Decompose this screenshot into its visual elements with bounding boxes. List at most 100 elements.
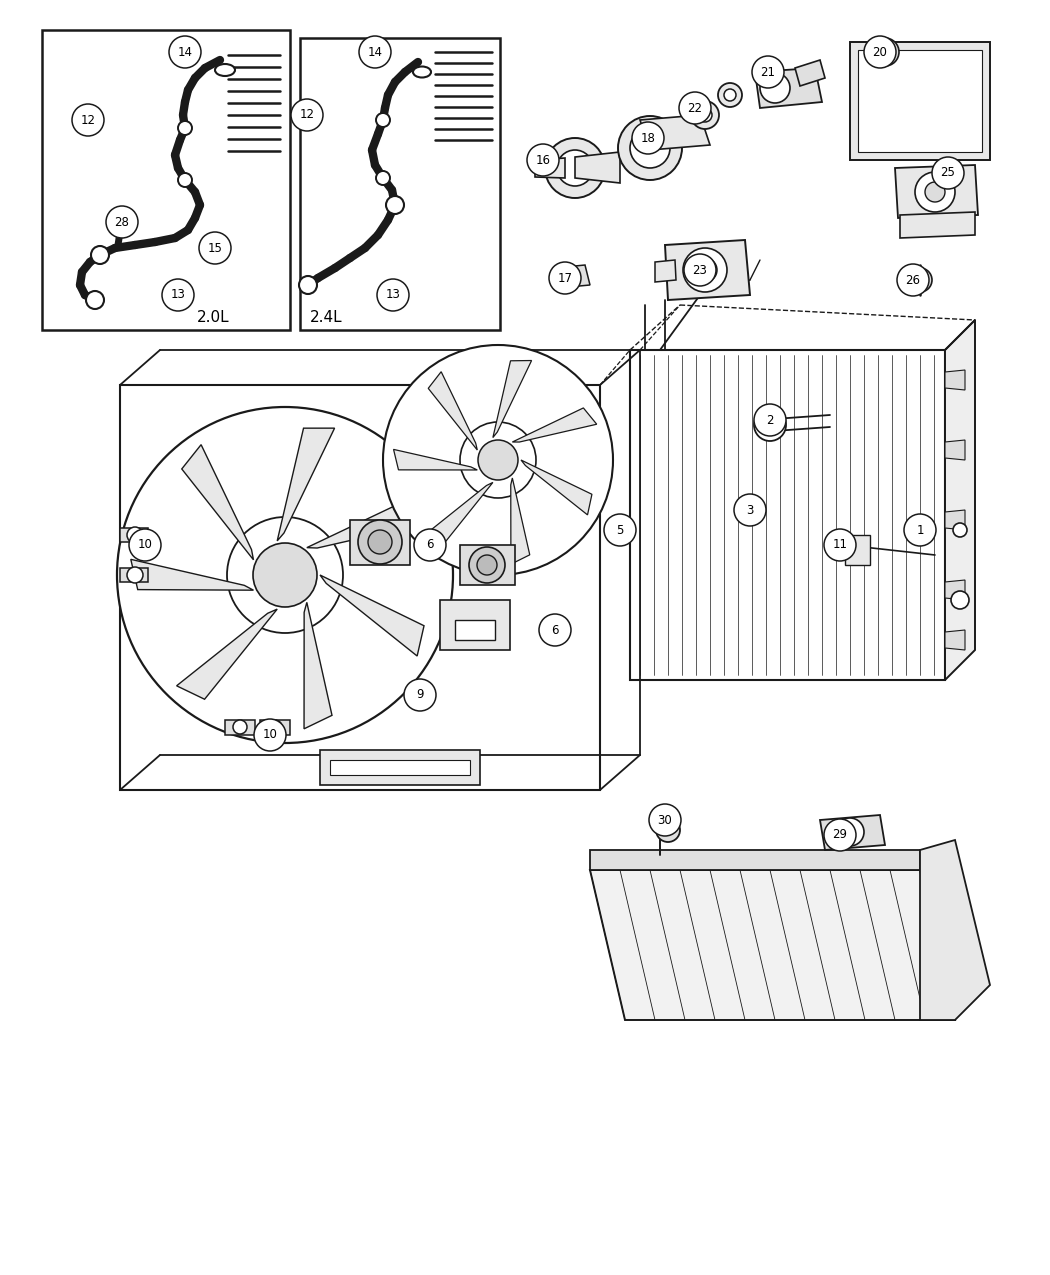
Polygon shape	[845, 536, 870, 565]
Polygon shape	[440, 601, 510, 650]
Circle shape	[386, 196, 404, 214]
Circle shape	[752, 56, 784, 88]
Circle shape	[291, 99, 323, 131]
Text: 13: 13	[170, 288, 186, 301]
Polygon shape	[42, 31, 290, 330]
Polygon shape	[182, 445, 253, 560]
Circle shape	[376, 171, 390, 185]
Text: 9: 9	[416, 688, 424, 701]
Text: 3: 3	[747, 504, 754, 516]
Circle shape	[632, 122, 664, 154]
Circle shape	[129, 529, 161, 561]
Polygon shape	[300, 38, 500, 330]
Circle shape	[556, 150, 593, 186]
Circle shape	[268, 720, 282, 734]
Text: 20: 20	[873, 46, 887, 59]
Polygon shape	[900, 212, 975, 238]
Polygon shape	[536, 158, 565, 178]
Circle shape	[91, 246, 109, 264]
Circle shape	[760, 73, 790, 103]
Polygon shape	[350, 520, 410, 565]
Polygon shape	[455, 620, 495, 640]
Polygon shape	[575, 152, 620, 184]
Text: 17: 17	[558, 272, 572, 284]
Ellipse shape	[215, 64, 235, 76]
Polygon shape	[120, 385, 600, 790]
Circle shape	[693, 258, 717, 282]
Circle shape	[169, 36, 201, 68]
Circle shape	[953, 523, 967, 537]
Circle shape	[127, 567, 143, 583]
Text: 2: 2	[766, 413, 774, 427]
Text: 6: 6	[551, 623, 559, 636]
Polygon shape	[512, 408, 596, 442]
Text: 5: 5	[616, 524, 624, 537]
Circle shape	[162, 279, 194, 311]
Circle shape	[724, 89, 736, 101]
Polygon shape	[320, 750, 480, 785]
Ellipse shape	[413, 66, 430, 78]
Circle shape	[376, 113, 390, 128]
Text: 18: 18	[640, 131, 655, 144]
Polygon shape	[330, 760, 470, 775]
Polygon shape	[555, 265, 590, 288]
Circle shape	[527, 144, 559, 176]
Circle shape	[383, 346, 613, 575]
Polygon shape	[850, 42, 990, 159]
Circle shape	[904, 514, 936, 546]
Text: 21: 21	[760, 65, 776, 79]
Circle shape	[698, 108, 712, 122]
Circle shape	[824, 819, 856, 850]
Circle shape	[691, 101, 719, 129]
Polygon shape	[590, 870, 956, 1020]
Text: 23: 23	[693, 264, 708, 277]
Polygon shape	[225, 720, 255, 734]
Polygon shape	[755, 68, 822, 108]
Text: 16: 16	[536, 153, 550, 167]
Polygon shape	[492, 361, 531, 437]
Circle shape	[682, 249, 727, 292]
Circle shape	[178, 121, 192, 135]
Polygon shape	[120, 567, 148, 581]
Circle shape	[178, 173, 192, 187]
Circle shape	[469, 547, 505, 583]
Polygon shape	[945, 580, 965, 601]
Circle shape	[106, 207, 138, 238]
Circle shape	[227, 516, 343, 632]
Polygon shape	[795, 60, 825, 85]
Polygon shape	[304, 602, 332, 729]
Circle shape	[368, 530, 392, 555]
Text: 10: 10	[138, 538, 152, 552]
Circle shape	[414, 529, 446, 561]
Circle shape	[404, 680, 436, 711]
Polygon shape	[590, 850, 920, 870]
Text: 6: 6	[426, 538, 434, 552]
Polygon shape	[428, 372, 478, 450]
Polygon shape	[260, 720, 290, 734]
Polygon shape	[307, 499, 430, 548]
Circle shape	[377, 279, 410, 311]
Circle shape	[460, 422, 536, 499]
Circle shape	[824, 529, 856, 561]
Polygon shape	[655, 260, 676, 282]
Circle shape	[553, 263, 578, 287]
Circle shape	[539, 615, 571, 646]
Circle shape	[549, 261, 581, 295]
Text: 30: 30	[657, 813, 672, 826]
Circle shape	[872, 38, 899, 66]
Circle shape	[127, 527, 143, 543]
Text: 1: 1	[917, 524, 924, 537]
Circle shape	[754, 404, 786, 436]
Circle shape	[925, 182, 945, 201]
Circle shape	[836, 819, 864, 847]
Circle shape	[684, 254, 716, 286]
Circle shape	[117, 407, 453, 743]
Text: 22: 22	[688, 102, 702, 115]
Circle shape	[915, 172, 956, 212]
Text: 14: 14	[177, 46, 192, 59]
Circle shape	[618, 116, 682, 180]
Circle shape	[951, 592, 969, 609]
Text: 15: 15	[208, 241, 223, 255]
Circle shape	[754, 409, 786, 441]
Circle shape	[86, 291, 104, 309]
